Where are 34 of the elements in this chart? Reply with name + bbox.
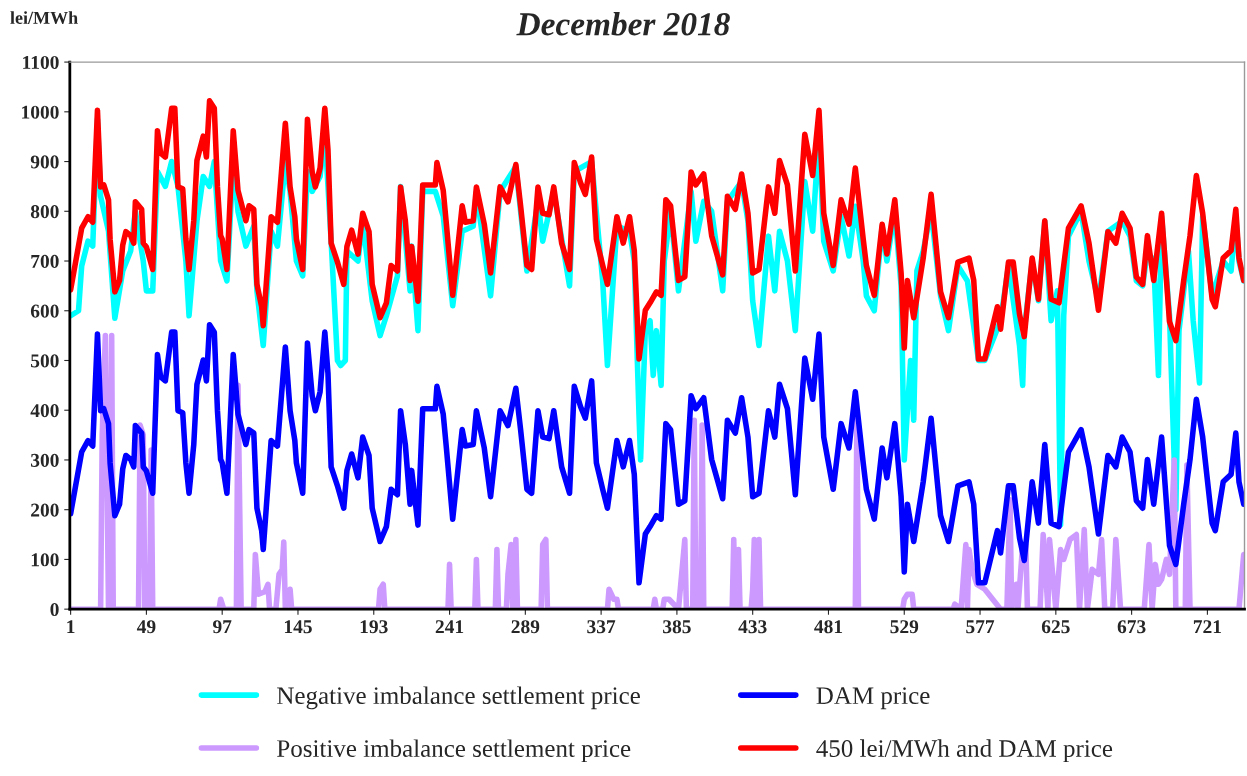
x-tick-label: 49	[136, 620, 156, 634]
x-tick-label: 529	[890, 620, 919, 634]
y-tick-label: 700	[31, 254, 59, 268]
x-tick-label: 673	[1117, 620, 1146, 634]
y-tick-label: 0	[50, 602, 59, 617]
x-tick-label: 289	[511, 620, 540, 634]
x-tick-label: 385	[663, 620, 691, 634]
y-tick-label: 600	[30, 304, 59, 318]
x-tick-label: 577	[966, 620, 995, 634]
x-tick-label: 97	[213, 620, 232, 634]
legend-label: Negative imbalance settlement price	[277, 686, 640, 710]
legend-label: Positive imbalance settlement price	[277, 739, 631, 763]
y-tick-label: 1100	[23, 55, 59, 70]
x-tick-label: 193	[360, 620, 388, 634]
x-tick-label: 721	[1193, 620, 1221, 634]
x-tick-label: 433	[738, 620, 767, 634]
x-tick-label: 145	[284, 620, 312, 634]
x-tick-label: 481	[814, 620, 843, 634]
y-tick-label: 400	[30, 404, 59, 418]
x-tick-label: 625	[1041, 620, 1070, 634]
y-tick-label: 1000	[22, 105, 59, 119]
chart-title: December 2018	[516, 12, 730, 36]
y-tick-label: 900	[30, 155, 59, 169]
y-tick-label: 300	[30, 453, 59, 467]
y-tick-label: 200	[31, 503, 59, 517]
legend-label: 450 lei/MWh and DAM price	[816, 739, 1113, 763]
y-tick-label: 500	[31, 354, 59, 368]
x-tick-label: 1	[67, 620, 75, 634]
x-tick-label: 241	[435, 620, 464, 634]
legend-label: DAM price	[816, 687, 930, 710]
y-tick-label: 100	[31, 553, 59, 567]
x-tick-label: 337	[587, 620, 616, 634]
y-axis-title: lei/MWh	[10, 11, 78, 25]
y-tick-label: 800	[30, 205, 59, 219]
